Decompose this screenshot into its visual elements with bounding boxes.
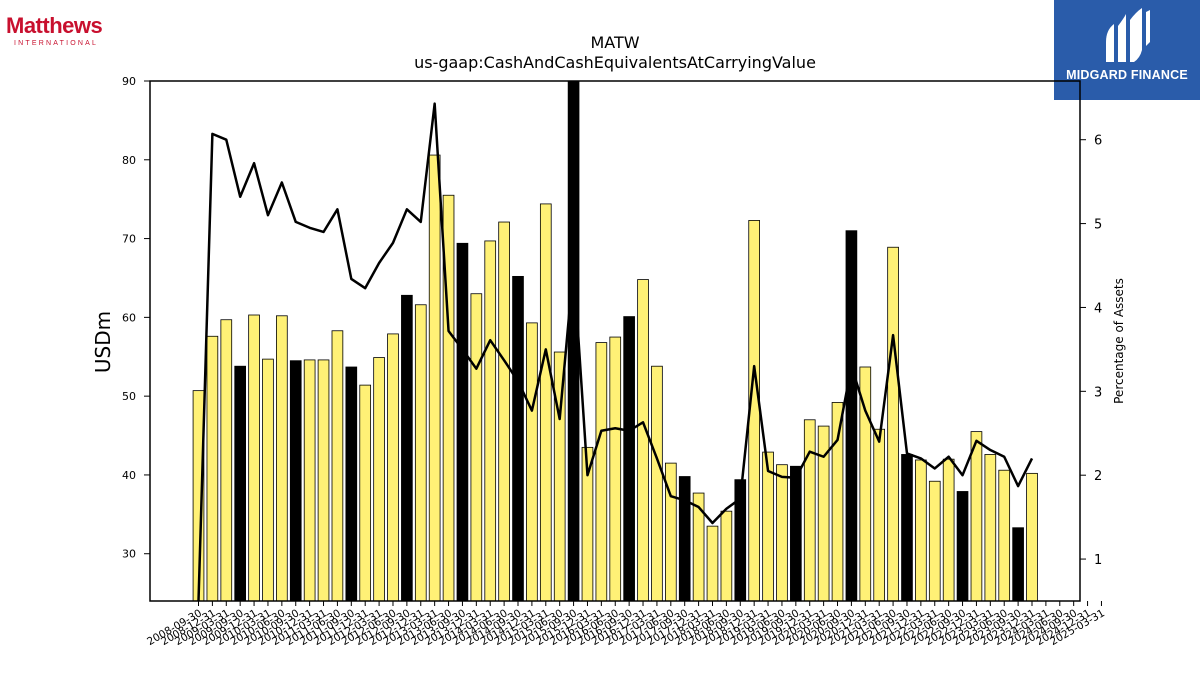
line-series: [197, 102, 1034, 602]
chart-subtitle: us-gaap:CashAndCashEquivalentsAtCarrying…: [414, 53, 816, 72]
bar: [498, 221, 510, 602]
y-tick-label: 50: [122, 390, 136, 403]
bar: [359, 384, 372, 602]
bar: [428, 154, 441, 602]
y-tick-label: 40: [122, 469, 136, 482]
bar: [289, 360, 302, 602]
bar: [414, 304, 427, 602]
bar: [692, 492, 705, 602]
y-axis-left: 30 40 50 60 70 80 90: [122, 75, 150, 561]
bar: [262, 358, 274, 602]
brand-right-name: MIDGARD FINANCE: [1066, 68, 1188, 82]
y-tick-label: 90: [122, 75, 136, 88]
bar: [651, 365, 663, 602]
chart-title: MATW: [590, 33, 639, 52]
bar: [678, 476, 691, 602]
bar: [484, 240, 497, 602]
bar: [373, 357, 385, 602]
bar: [984, 454, 997, 602]
y-axis-right: 1 2 3 4 5 6: [1080, 134, 1102, 568]
bar: [595, 342, 608, 602]
bar: [220, 319, 233, 602]
bar: [456, 242, 469, 602]
bar: [317, 359, 330, 602]
bar: [956, 491, 969, 602]
bar: [776, 464, 788, 602]
bar: [1026, 472, 1038, 602]
y-tick-label: 30: [122, 548, 136, 561]
bar: [637, 279, 649, 602]
bar: [470, 293, 483, 602]
y-tick-label: 80: [122, 154, 136, 167]
bar: [970, 431, 983, 602]
bar: [998, 469, 1011, 602]
bar: [526, 322, 538, 602]
brand-left-sub: INTERNATIONAL: [14, 40, 99, 47]
bar: [276, 315, 288, 602]
y2-tick-label: 6: [1094, 134, 1102, 149]
bar: [873, 428, 886, 602]
bar: [303, 359, 316, 602]
bar: [901, 454, 913, 602]
bar: [915, 459, 927, 602]
bar: [790, 465, 802, 602]
bar: [206, 335, 219, 602]
y2-tick-label: 2: [1094, 469, 1102, 484]
bar: [331, 330, 344, 602]
y2-tick-label: 3: [1094, 385, 1102, 400]
y2-axis-label: Percentage of Assets: [1112, 278, 1126, 404]
y2-tick-label: 4: [1094, 301, 1102, 316]
bar: [762, 451, 774, 602]
bar: [234, 365, 246, 602]
bar: [706, 525, 719, 602]
bar: [887, 246, 899, 602]
bar: [942, 458, 955, 602]
y2-tick-label: 5: [1094, 218, 1102, 233]
bar: [845, 230, 858, 602]
matthews-logo: Matthews INTERNATIONAL: [6, 13, 116, 48]
bar: [387, 333, 399, 602]
bar: [928, 480, 941, 602]
bar: [623, 316, 635, 602]
bar: [803, 419, 816, 602]
x-axis: 2008-09-302008-12-312009-03-312009-09-30…: [145, 601, 1107, 648]
y-tick-label: 60: [122, 311, 136, 324]
bar: [609, 336, 622, 602]
bar: [539, 203, 552, 602]
y-axis-label: USDm: [91, 311, 115, 373]
bar: [831, 402, 844, 602]
bar: [401, 294, 413, 602]
midgard-finance-logo: MIDGARD FINANCE: [1054, 0, 1200, 100]
series-line: [197, 102, 1034, 602]
bar: [345, 366, 358, 602]
y-tick-label: 70: [122, 233, 136, 246]
brand-left-name: Matthews: [6, 13, 103, 38]
bar: [1012, 527, 1024, 602]
midgard-logo-icon: [1106, 8, 1150, 62]
plot-frame: [149, 80, 1081, 602]
bar: [720, 510, 733, 602]
y2-tick-label: 1: [1094, 553, 1102, 568]
bar: [512, 275, 524, 602]
bar: [248, 314, 260, 602]
bar-series: [192, 80, 1038, 602]
